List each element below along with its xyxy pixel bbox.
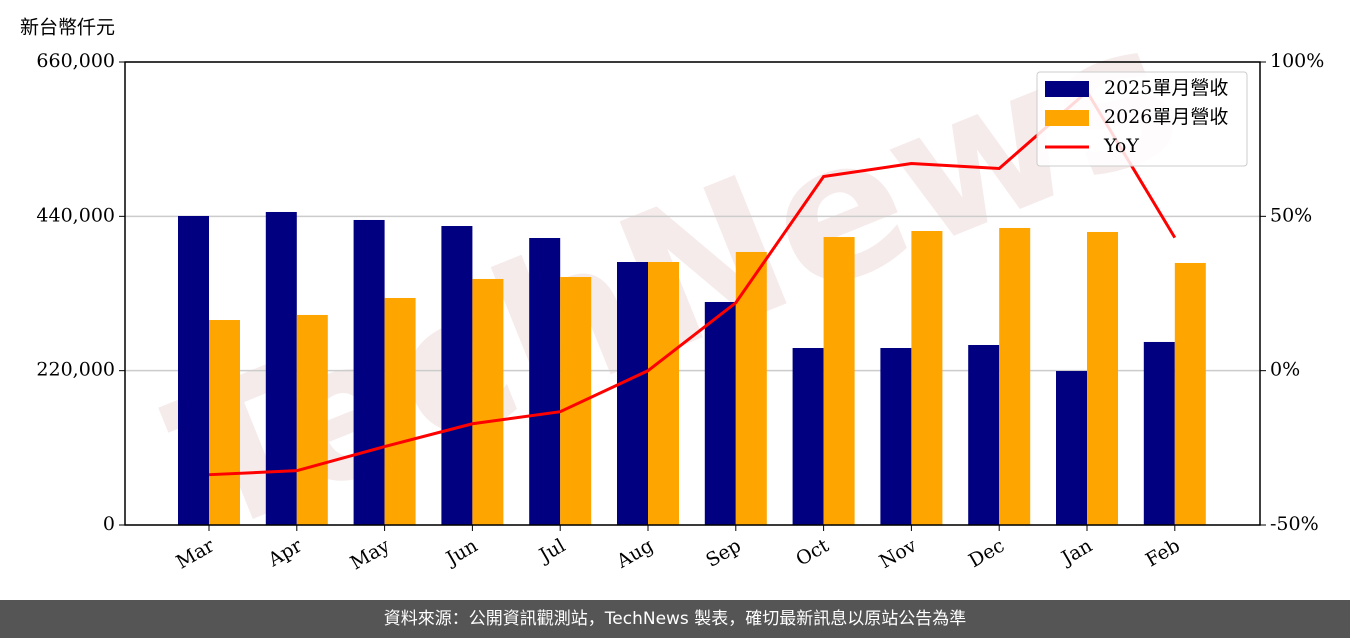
x-tick-label: Jul	[534, 535, 569, 568]
y2-tick-label: -50%	[1270, 513, 1319, 535]
bar	[704, 301, 736, 525]
bar	[792, 348, 824, 525]
legend: 2025單月營收 2026單月營收 YoY	[1036, 71, 1248, 167]
bar	[178, 215, 209, 525]
y-tick-label: 220,000	[36, 359, 115, 381]
bar	[296, 314, 328, 525]
legend-swatch	[1045, 110, 1089, 126]
bar	[911, 230, 943, 525]
x-tick-label: Nov	[876, 534, 921, 573]
bar	[648, 262, 679, 525]
y-tick-label: 0	[103, 513, 115, 535]
bar	[441, 226, 473, 526]
bar	[209, 320, 240, 525]
x-tick-label: Oct	[792, 534, 833, 570]
y-tick-label: 440,000	[36, 204, 115, 226]
legend-box	[1036, 71, 1248, 167]
bar	[1174, 262, 1206, 525]
bar	[384, 297, 416, 525]
bar	[1056, 371, 1087, 525]
x-tick-label: May	[347, 534, 394, 574]
bar	[999, 227, 1031, 525]
x-tick-label: Jun	[441, 535, 482, 571]
bar	[529, 238, 561, 526]
bar	[735, 251, 767, 525]
plot-frame	[124, 61, 1261, 526]
y2-tick-label: 50%	[1270, 204, 1312, 226]
legend-label: 2026單月營收	[1104, 106, 1228, 128]
bar	[968, 344, 1000, 525]
y-axis-label: 新台幣仟元	[20, 17, 115, 39]
chart: 新台幣仟元 TechNews0220,000440,000660,000-50%…	[20, 0, 1324, 578]
yoy-line	[208, 89, 1177, 477]
y-tick-label: 660,000	[36, 50, 115, 72]
legend-label: YoY	[1103, 135, 1139, 157]
bar	[617, 262, 648, 525]
bar	[265, 211, 297, 525]
y2-tick-label: 0%	[1270, 359, 1300, 381]
bar	[1143, 341, 1175, 525]
footer: 資料來源：公開資訊觀測站，TechNews 製表，確切最新訊息以原站公告為準	[0, 600, 1350, 638]
bar	[353, 219, 385, 526]
legend-swatch	[1045, 81, 1089, 97]
x-tick-label: Dec	[965, 535, 1008, 573]
x-tick-label: Jan	[1056, 535, 1096, 571]
bar	[880, 348, 912, 525]
y2-tick-label: 100%	[1270, 50, 1324, 72]
bar	[1087, 231, 1118, 526]
bar	[472, 278, 504, 525]
x-tick-label: Aug	[612, 535, 657, 574]
x-tick-label: Sep	[702, 535, 745, 572]
x-tick-label: Feb	[1142, 535, 1184, 572]
bar	[823, 237, 855, 526]
legend-label: 2025單月營收	[1104, 77, 1228, 99]
